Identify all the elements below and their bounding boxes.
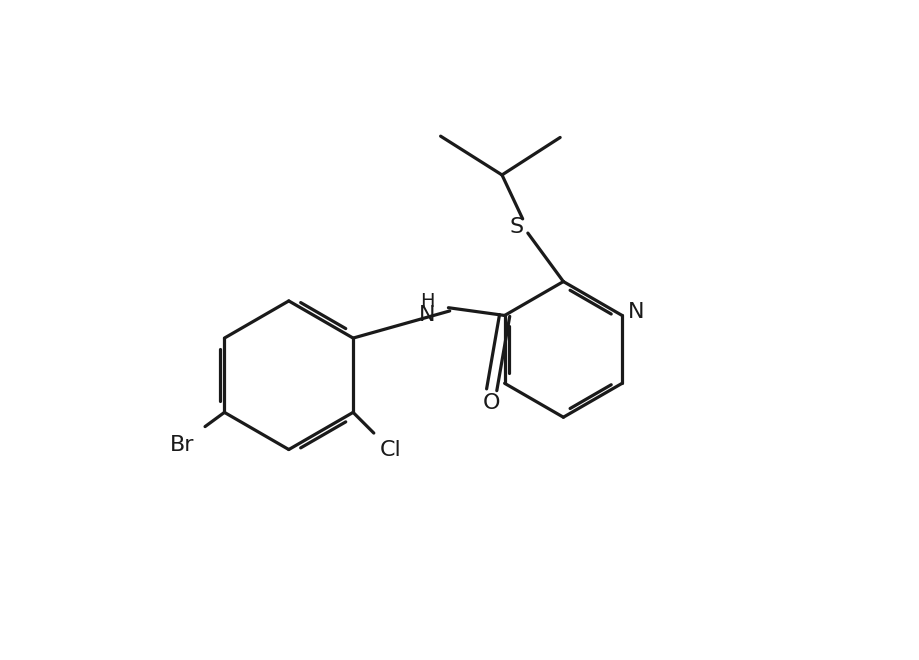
Text: Br: Br (170, 435, 195, 455)
Text: Cl: Cl (380, 440, 401, 460)
Text: O: O (482, 393, 500, 412)
Text: N: N (628, 302, 644, 322)
Text: N: N (418, 306, 435, 325)
Text: H: H (419, 292, 434, 311)
Text: S: S (508, 216, 523, 237)
